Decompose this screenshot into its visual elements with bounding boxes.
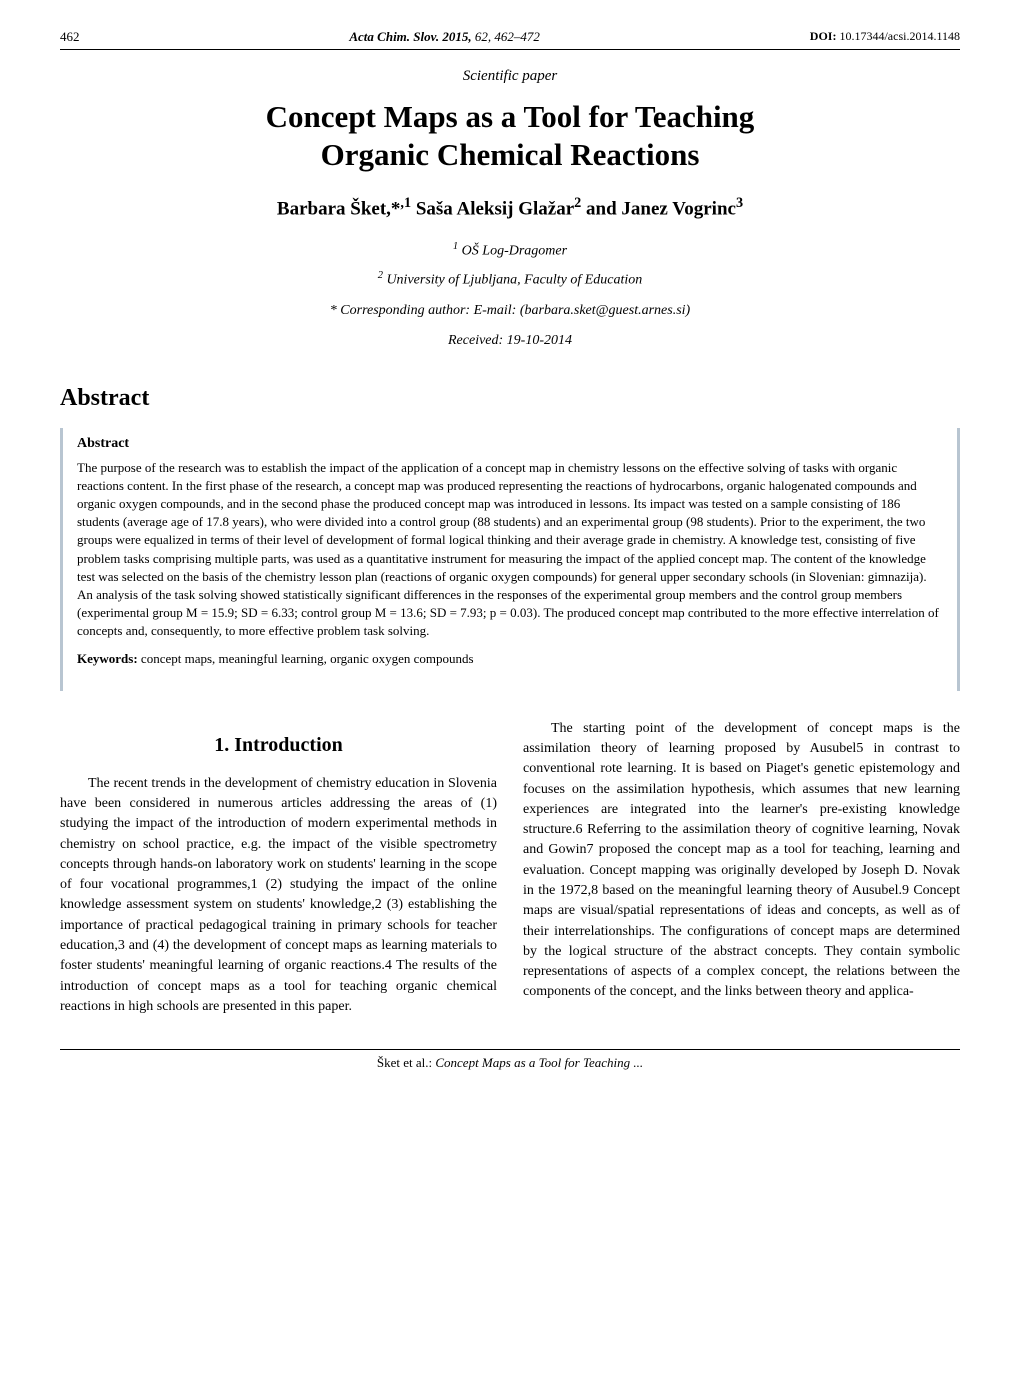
abstract-subhead: Abstract [77,434,943,454]
journal-name: Acta Chim. Slov. [349,29,439,44]
intro-paragraph-2: The starting point of the development of… [523,719,960,1003]
footer-title: Concept Maps as a Tool for Teaching ... [435,1055,643,1070]
author-2-sup: 2 [574,195,581,211]
intro-heading: 1. Introduction [60,731,497,760]
journal-reference: Acta Chim. Slov. 2015, 62, 462–472 [349,28,540,47]
affil2-text: University of Ljubljana, Faculty of Educ… [383,273,642,288]
doi-label: DOI: [810,29,837,43]
corresponding-author: * Corresponding author: E-mail: (barbara… [60,301,960,321]
body-columns: 1. Introduction The recent trends in the… [60,719,960,1018]
keywords-value: concept maps, meaningful learning, organ… [141,651,474,666]
running-footer: Šket et al.: Concept Maps as a Tool for … [60,1049,960,1073]
paper-title: Concept Maps as a Tool for Teaching Orga… [60,98,960,176]
doi-value: 10.17344/acsi.2014.1148 [839,29,960,43]
affil1-text: OŠ Log-Dragomer [458,244,567,259]
abstract-heading: Abstract [60,381,960,416]
authors: Barbara Šket,*,1 Saša Aleksij Glažar2 an… [60,193,960,223]
author-2: Saša Aleksij Glažar [416,198,574,219]
keywords: Keywords: concept maps, meaningful learn… [77,650,943,668]
page-number: 462 [60,28,80,47]
author-3-sup: 3 [736,195,743,211]
footer-author: Šket et al.: [377,1055,432,1070]
author-3: and Janez Vogrinc [586,198,736,219]
intro-paragraph-1: The recent trends in the development of … [60,774,497,1018]
abstract-body: The purpose of the research was to estab… [77,459,943,641]
title-line2: Organic Chemical Reactions [321,137,700,172]
abstract-box: Abstract The purpose of the research was… [60,428,960,690]
title-line1: Concept Maps as a Tool for Teaching [266,99,755,134]
affiliation-2: 2 University of Ljubljana, Faculty of Ed… [60,268,960,291]
author-1-sup: ,1 [400,195,411,211]
affiliation-1: 1 OŠ Log-Dragomer [60,239,960,262]
journal-issue: 2015, 62, 462–472 [442,29,540,44]
received-date: Received: 19-10-2014 [60,331,960,351]
paper-type: Scientific paper [60,66,960,88]
author-1: Barbara Šket,* [277,198,401,219]
keywords-label: Keywords: [77,651,141,666]
doi: DOI: 10.17344/acsi.2014.1148 [810,28,960,47]
running-header: 462 Acta Chim. Slov. 2015, 62, 462–472 D… [60,28,960,50]
